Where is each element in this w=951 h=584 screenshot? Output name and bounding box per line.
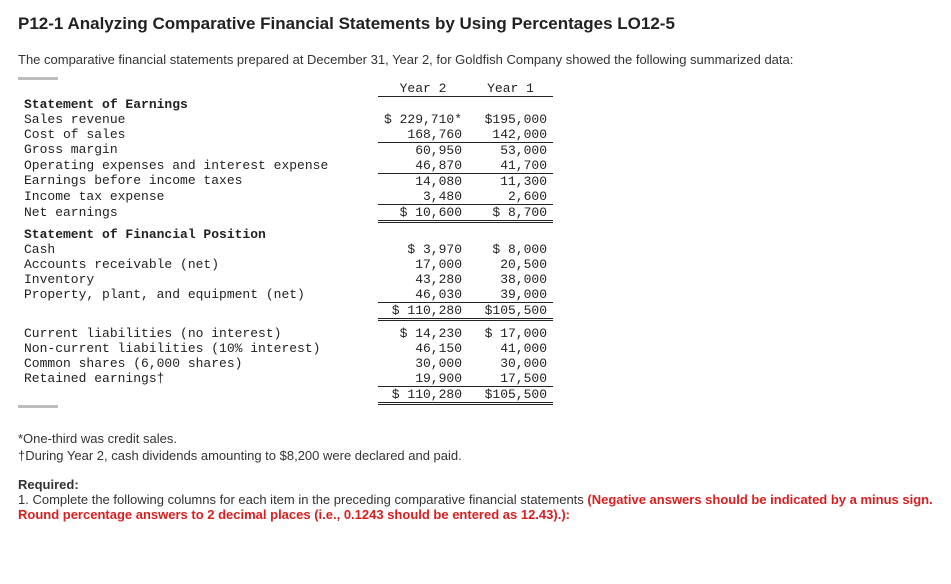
asset-y2: 46,030 (378, 287, 468, 303)
earnings-y2: 46,870 (378, 158, 468, 174)
net-earnings-label: Net earnings (18, 204, 378, 221)
financial-table: Year 2 Year 1 Statement of Earnings Sale… (18, 77, 553, 409)
liability-row: Retained earnings†19,90017,500 (18, 371, 553, 387)
asset-y1: $ 8,000 (468, 242, 553, 257)
earnings-y1: 11,300 (468, 173, 553, 189)
earnings-row: Sales revenue$ 229,710*$195,000 (18, 112, 553, 127)
liability-y1: 17,500 (468, 371, 553, 387)
earnings-y2: 3,480 (378, 189, 468, 205)
liability-label: Current liabilities (no interest) (18, 326, 378, 341)
earnings-y2: 14,080 (378, 173, 468, 189)
earnings-label: Gross margin (18, 142, 378, 158)
asset-label: Accounts receivable (net) (18, 257, 378, 272)
assets-total-y2: $ 110,280 (378, 303, 468, 320)
liability-y1: $ 17,000 (468, 326, 553, 341)
asset-y2: 17,000 (378, 257, 468, 272)
assets-rows: Cash$ 3,970$ 8,000Accounts receivable (n… (18, 242, 553, 303)
earnings-rows: Sales revenue$ 229,710*$195,000Cost of s… (18, 112, 553, 205)
earnings-section-title: Statement of Earnings (18, 97, 378, 112)
le-total-y2: $ 110,280 (378, 386, 468, 403)
liability-y2: 46,150 (378, 341, 468, 356)
asset-y2: $ 3,970 (378, 242, 468, 257)
asset-y1: 39,000 (468, 287, 553, 303)
earnings-row: Income tax expense3,4802,600 (18, 189, 553, 205)
asset-row: Accounts receivable (net)17,00020,500 (18, 257, 553, 272)
asset-row: Property, plant, and equipment (net)46,0… (18, 287, 553, 303)
liability-row: Non-current liabilities (10% interest)46… (18, 341, 553, 356)
earnings-row: Earnings before income taxes14,08011,300 (18, 173, 553, 189)
intro-text: The comparative financial statements pre… (18, 52, 933, 67)
liability-y1: 41,000 (468, 341, 553, 356)
asset-y1: 20,500 (468, 257, 553, 272)
net-earnings-y2: $ 10,600 (378, 204, 468, 221)
earnings-y1: 41,700 (468, 158, 553, 174)
earnings-y2: $ 229,710* (378, 112, 468, 127)
liability-y2: 19,900 (378, 371, 468, 387)
earnings-label: Cost of sales (18, 127, 378, 143)
liability-y2: $ 14,230 (378, 326, 468, 341)
liability-row: Common shares (6,000 shares)30,00030,000 (18, 356, 553, 371)
earnings-row: Cost of sales168,760142,000 (18, 127, 553, 143)
earnings-y1: $195,000 (468, 112, 553, 127)
net-earnings-y1: $ 8,700 (468, 204, 553, 221)
liability-row: Current liabilities (no interest)$ 14,23… (18, 326, 553, 341)
col-header-year1: Year 1 (468, 81, 553, 97)
liability-y2: 30,000 (378, 356, 468, 371)
required-text: 1. Complete the following columns for ea… (18, 492, 587, 507)
required-body: 1. Complete the following columns for ea… (18, 492, 933, 522)
earnings-label: Income tax expense (18, 189, 378, 205)
liability-label: Non-current liabilities (10% interest) (18, 341, 378, 356)
assets-total-y1: $105,500 (468, 303, 553, 320)
liability-label: Common shares (6,000 shares) (18, 356, 378, 371)
earnings-y2: 168,760 (378, 127, 468, 143)
asset-label: Inventory (18, 272, 378, 287)
required-heading: Required: (18, 477, 933, 492)
earnings-row: Gross margin60,95053,000 (18, 142, 553, 158)
earnings-row: Operating expenses and interest expense4… (18, 158, 553, 174)
page-title: P12-1 Analyzing Comparative Financial St… (18, 14, 933, 34)
liabilities-rows: Current liabilities (no interest)$ 14,23… (18, 326, 553, 387)
liability-y1: 30,000 (468, 356, 553, 371)
asset-label: Property, plant, and equipment (net) (18, 287, 378, 303)
footnote-2: †During Year 2, cash dividends amounting… (18, 448, 933, 463)
le-total-y1: $105,500 (468, 386, 553, 403)
earnings-y1: 2,600 (468, 189, 553, 205)
earnings-y1: 53,000 (468, 142, 553, 158)
asset-y1: 38,000 (468, 272, 553, 287)
asset-label: Cash (18, 242, 378, 257)
asset-row: Inventory43,28038,000 (18, 272, 553, 287)
earnings-y2: 60,950 (378, 142, 468, 158)
asset-row: Cash$ 3,970$ 8,000 (18, 242, 553, 257)
earnings-label: Earnings before income taxes (18, 173, 378, 189)
liability-label: Retained earnings† (18, 371, 378, 387)
col-header-year2: Year 2 (378, 81, 468, 97)
footnote-1: *One-third was credit sales. (18, 431, 933, 446)
position-section-title: Statement of Financial Position (18, 227, 378, 242)
earnings-label: Operating expenses and interest expense (18, 158, 378, 174)
earnings-label: Sales revenue (18, 112, 378, 127)
earnings-y1: 142,000 (468, 127, 553, 143)
asset-y2: 43,280 (378, 272, 468, 287)
